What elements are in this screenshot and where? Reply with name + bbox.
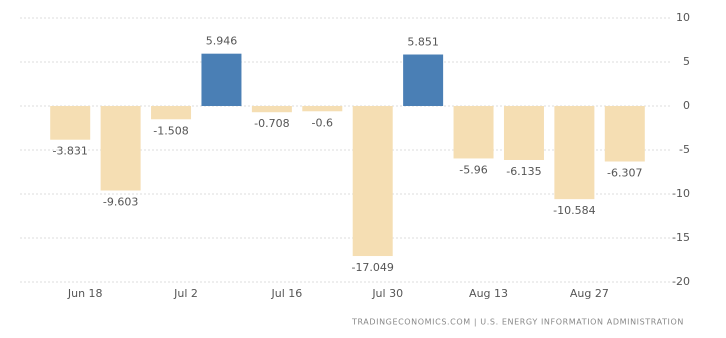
bar: [251, 106, 292, 113]
bar: [151, 106, 192, 120]
bar: [503, 106, 544, 160]
bar: [604, 106, 645, 162]
bar: [403, 54, 444, 106]
x-tick-label: Jul 30: [371, 287, 403, 300]
bar: [453, 106, 494, 159]
value-label: -0.708: [254, 117, 289, 130]
bar: [50, 106, 91, 140]
bar: [302, 106, 343, 112]
value-label: -9.603: [103, 196, 138, 209]
y-tick-label: 5: [683, 55, 690, 68]
value-label: -10.584: [553, 204, 595, 217]
x-tick-label: Aug 27: [570, 287, 609, 300]
value-label: -6.135: [506, 165, 541, 178]
y-tick-label: -5: [679, 143, 690, 156]
source: TRADINGECONOMICS.COM | U.S. ENERGY INFOR…: [351, 318, 684, 327]
x-tick-label: Aug 13: [469, 287, 508, 300]
value-label: -5.96: [459, 163, 487, 176]
value-label: -6.307: [607, 167, 642, 180]
y-tick-label: -10: [672, 187, 690, 200]
bar: [352, 106, 393, 257]
y-tick-label: 10: [676, 11, 690, 24]
x-tick-label: Jul 2: [173, 287, 198, 300]
bar: [100, 106, 141, 191]
value-label: 5.946: [206, 35, 238, 48]
y-tick-label: -15: [672, 231, 690, 244]
bar: [201, 53, 242, 106]
value-label: -0.6: [312, 116, 333, 129]
y-tick-label: -20: [672, 275, 690, 288]
value-label: -1.508: [153, 124, 188, 137]
x-tick-label: Jun 18: [67, 287, 103, 300]
value-label: -3.831: [52, 145, 87, 158]
y-tick-label: 0: [683, 99, 690, 112]
bar: [554, 106, 595, 200]
x-tick-label: Jul 16: [270, 287, 302, 300]
value-label: -17.049: [351, 261, 393, 274]
value-label: 5.851: [407, 36, 439, 49]
